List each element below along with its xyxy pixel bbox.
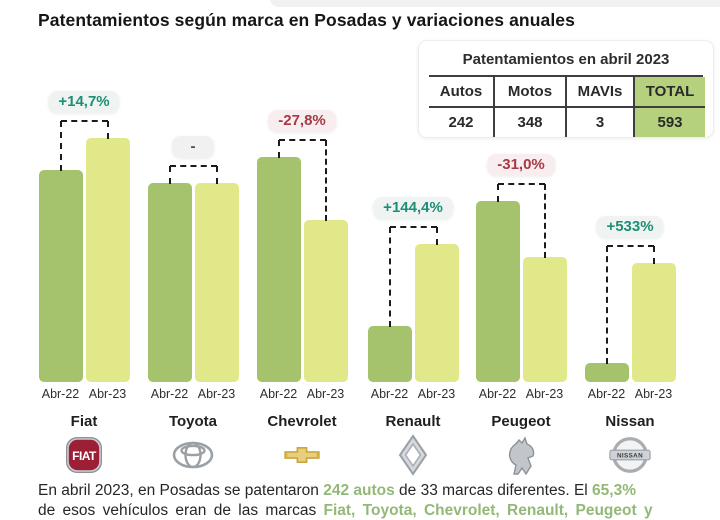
summary-table-value-total: 593 <box>635 108 705 137</box>
summary-table-header-total: TOTAL <box>635 77 705 108</box>
footer-highlight: 65,3% <box>592 482 636 499</box>
bar-abr23-toyota <box>194 183 239 382</box>
summary-table-value-mavis: 3 <box>567 108 635 137</box>
peugeot-logo <box>499 434 543 476</box>
variation-connector-nissan <box>605 245 655 364</box>
chevrolet-logo <box>280 434 324 476</box>
bar-abr23-chevrolet <box>303 220 348 382</box>
svg-text:FIAT: FIAT <box>72 449 97 463</box>
brand-label-fiat: Fiat <box>70 413 98 430</box>
tick-label-abr23-peugeot: Abr-23 <box>525 387 564 401</box>
variation-badge-toyota: - <box>172 136 214 158</box>
summary-table-value-motos: 348 <box>495 108 567 137</box>
bar-abr23-fiat <box>85 138 130 382</box>
brand-label-chevrolet: Chevrolet <box>267 413 337 430</box>
variation-connector-left-peugeot <box>496 184 499 202</box>
variation-badge-chevrolet: -27,8% <box>268 110 336 132</box>
variation-connector-right-chevrolet <box>324 140 327 221</box>
renault-logo <box>391 434 435 476</box>
variation-connector-peugeot <box>496 183 546 258</box>
bar-abr23-peugeot <box>522 257 567 382</box>
variation-connector-left-renault <box>388 227 391 327</box>
bar-chart: +14,7% Abr-22 Abr-23 - Abr-22 Abr-23 -27,8% Abr… <box>38 91 676 401</box>
footer-highlight: Fiat, Toyota, Chevrolet, Renault, Peugeo… <box>323 501 653 519</box>
variation-connector-toyota <box>168 165 218 184</box>
footer-line-2: de esos vehículos eran de las marcas Fia… <box>38 501 688 520</box>
variation-badge-nissan: +533% <box>596 216 664 238</box>
bar-abr22-chevrolet <box>256 157 301 382</box>
summary-table-header-mavis: MAVIs <box>567 77 635 108</box>
variation-connector-right-renault <box>435 227 438 245</box>
footer-line-1: En abril 2023, en Posadas se patentaron … <box>38 481 688 501</box>
variation-connector-left-toyota <box>168 166 171 184</box>
svg-text:NISSAN: NISSAN <box>617 452 643 459</box>
tick-label-abr22-peugeot: Abr-22 <box>478 387 517 401</box>
top-edge-decoration <box>270 0 720 7</box>
footer-plain-text: de 33 marcas diferentes. El <box>394 482 593 499</box>
bar-abr22-nissan <box>584 363 629 382</box>
summary-table: Patentamientos en abril 2023 Autos Motos… <box>418 40 714 138</box>
brand-label-nissan: Nissan <box>605 413 655 430</box>
tick-label-abr23-fiat: Abr-23 <box>88 387 127 401</box>
variation-connector-right-toyota <box>215 166 218 184</box>
footer-highlight: 242 autos <box>323 482 395 499</box>
variation-connector-left-nissan <box>605 246 608 364</box>
tick-label-abr23-renault: Abr-23 <box>417 387 456 401</box>
summary-table-header-motos: Motos <box>495 77 567 108</box>
tick-label-abr23-chevrolet: Abr-23 <box>306 387 345 401</box>
nissan-logo: NISSAN <box>608 434 652 476</box>
tick-label-abr23-toyota: Abr-23 <box>197 387 236 401</box>
brand-label-renault: Renault <box>385 413 441 430</box>
bar-abr22-renault <box>367 326 412 382</box>
tick-label-abr22-chevrolet: Abr-22 <box>259 387 298 401</box>
tick-label-abr23-nissan: Abr-23 <box>634 387 673 401</box>
bar-abr22-peugeot <box>475 201 520 382</box>
footer-plain-text: de esos vehículos eran de las marcas <box>38 501 324 519</box>
variation-connector-renault <box>388 226 438 327</box>
variation-connector-right-fiat <box>106 121 109 139</box>
page-title: Patentamientos según marca en Posadas y … <box>38 10 575 30</box>
bar-abr23-renault <box>414 244 459 382</box>
bar-abr22-toyota <box>147 183 192 382</box>
tick-label-abr22-renault: Abr-22 <box>370 387 409 401</box>
bar-abr23-nissan <box>631 263 676 382</box>
summary-table-title: Patentamientos en abril 2023 <box>462 51 670 68</box>
tick-label-abr22-nissan: Abr-22 <box>587 387 626 401</box>
variation-badge-peugeot: -31,0% <box>487 154 555 176</box>
variation-connector-right-peugeot <box>543 184 546 258</box>
brand-label-toyota: Toyota <box>168 413 218 430</box>
variation-badge-fiat: +14,7% <box>48 91 120 113</box>
variation-connector-fiat <box>59 120 109 171</box>
footer-plain-text: En abril 2023, en Posadas se patentaron <box>38 482 324 499</box>
fiat-logo: FIAT <box>62 434 106 476</box>
variation-connector-left-fiat <box>59 121 62 171</box>
variation-connector-left-chevrolet <box>277 140 280 158</box>
variation-badge-renault: +144,4% <box>373 197 453 219</box>
bar-abr22-fiat <box>38 170 83 382</box>
summary-table-grid: Autos Motos MAVIs TOTAL 242 348 3 593 <box>429 75 705 137</box>
tick-label-abr22-toyota: Abr-22 <box>150 387 189 401</box>
tick-label-abr22-fiat: Abr-22 <box>41 387 80 401</box>
toyota-logo <box>171 434 215 476</box>
footer-text: En abril 2023, en Posadas se patentaron … <box>38 481 688 520</box>
summary-table-header-autos: Autos <box>429 77 495 108</box>
brand-label-peugeot: Peugeot <box>491 413 551 430</box>
summary-table-value-autos: 242 <box>429 108 495 137</box>
variation-connector-chevrolet <box>277 139 327 221</box>
variation-connector-right-nissan <box>652 246 655 264</box>
